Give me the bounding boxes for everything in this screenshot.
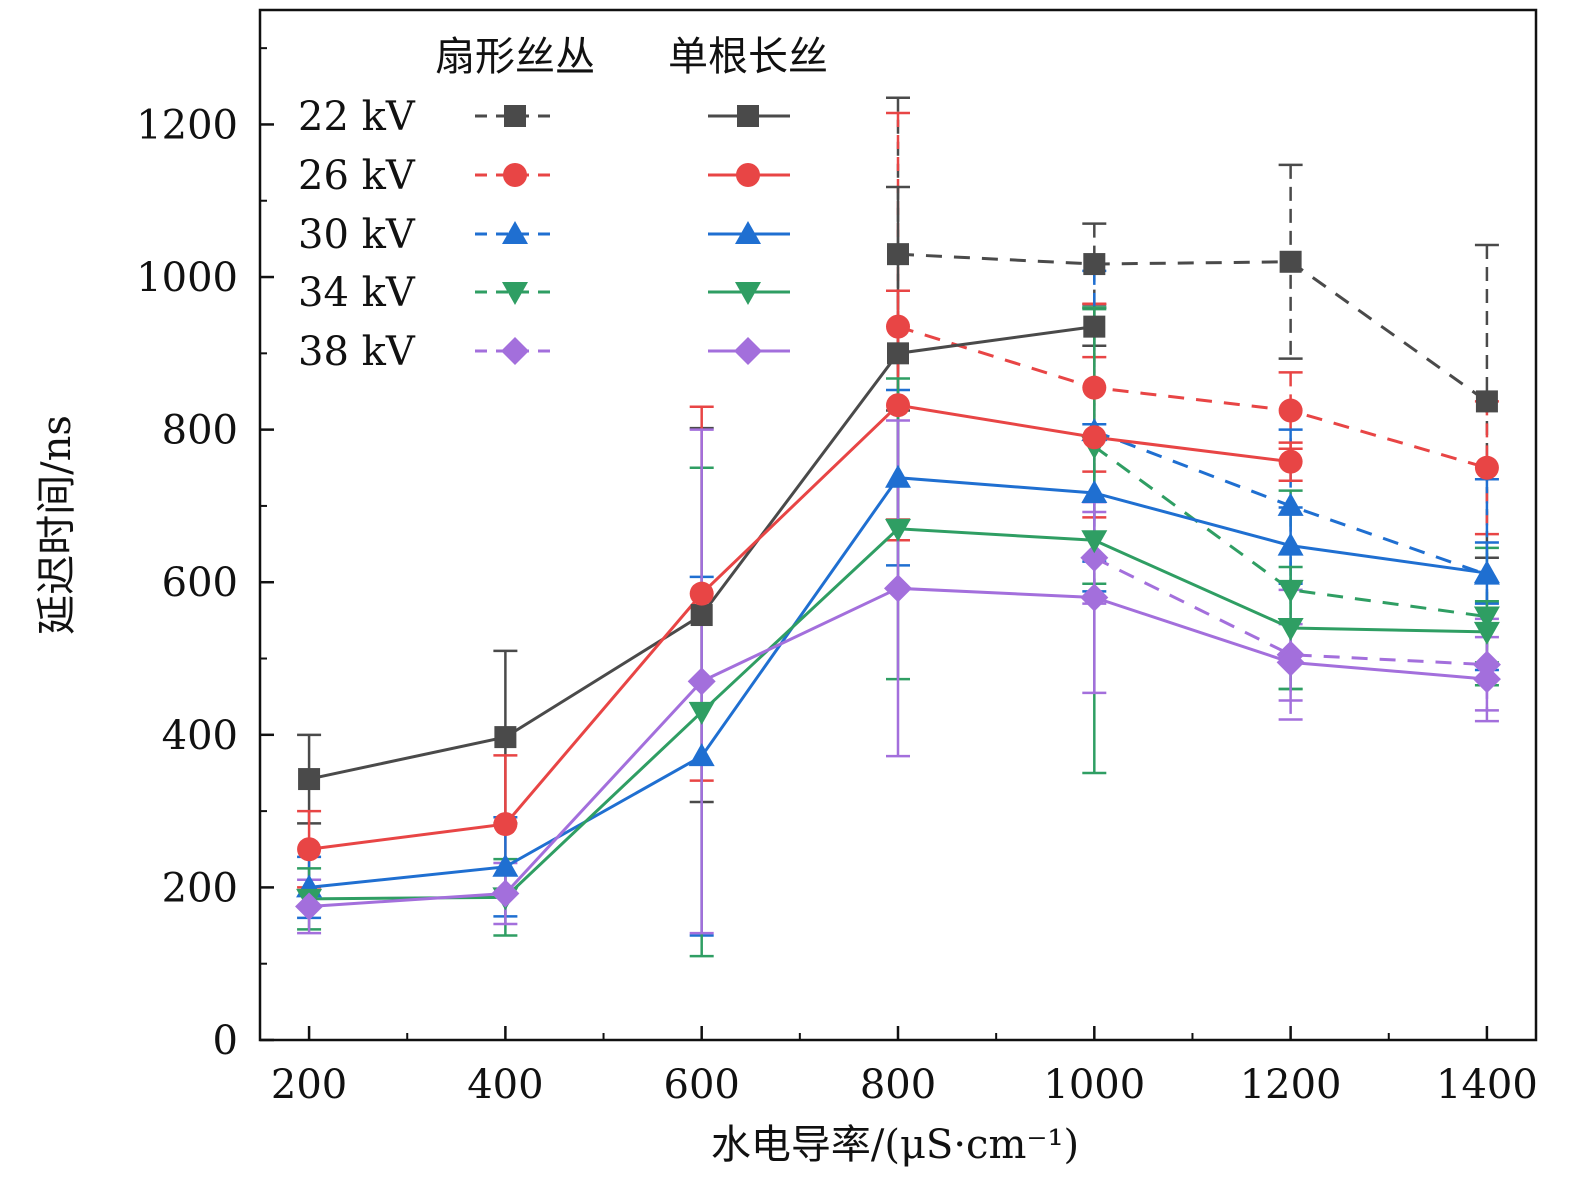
tick-layer: 0 200 400 600 800 1000 1200 200 400 600 800 1000 120… xyxy=(136,47,1538,1108)
series-line-26kv-dashed xyxy=(897,325,1488,470)
data-point-26kv-solid xyxy=(1082,425,1107,450)
data-point-26kv-dashed xyxy=(1082,375,1107,400)
legend-marker-solid xyxy=(735,221,761,244)
data-point-26kv-solid xyxy=(1278,449,1303,474)
y-tick-label: 600 xyxy=(162,560,238,606)
data-point-26kv-solid xyxy=(493,812,518,837)
data-point-30kv-solid xyxy=(1277,532,1304,556)
data-point-30kv-solid xyxy=(492,853,519,877)
y-axis-label: 延迟时间/ns xyxy=(34,415,80,635)
data-point-34kv-solid xyxy=(885,518,911,542)
data-point-38kv-dashed xyxy=(1472,650,1501,679)
data-point-38kv-solid xyxy=(884,574,912,603)
x-tick-label: 200 xyxy=(271,1062,347,1108)
legend: 扇形丝丛 单根长丝 22 kV 26 kV 30 kV 34 kV 38 kV xyxy=(298,34,828,375)
data-point-34kv-solid xyxy=(1081,530,1108,554)
data-point-30kv-solid xyxy=(1081,479,1108,503)
x-tick-label: 400 xyxy=(467,1062,543,1108)
data-point-22kv-solid xyxy=(298,768,321,791)
data-point-22kv-solid xyxy=(690,604,713,627)
x-tick-label: 1000 xyxy=(1043,1062,1145,1108)
legend-label: 26 kV xyxy=(298,153,416,199)
data-point-30kv-dashed xyxy=(1277,492,1304,516)
data-point-34kv-solid xyxy=(688,701,715,725)
x-tick-label: 1200 xyxy=(1240,1062,1342,1108)
y-tick-label: 800 xyxy=(162,408,238,454)
y-tick-label: 200 xyxy=(162,865,238,911)
legend-label: 22 kV xyxy=(298,94,416,140)
data-point-26kv-dashed xyxy=(886,314,910,339)
y-tick-label: 0 xyxy=(213,1018,238,1064)
legend-marker-solid xyxy=(737,105,759,127)
data-point-22kv-solid xyxy=(887,342,909,365)
data-point-22kv-dashed xyxy=(1279,250,1302,273)
data-point-22kv-solid xyxy=(494,726,517,749)
legend-label: 30 kV xyxy=(298,212,416,258)
data-point-38kv-solid xyxy=(295,892,324,921)
legend-marker-solid xyxy=(736,163,760,187)
data-point-38kv-solid xyxy=(1472,665,1501,694)
legend-label: 38 kV xyxy=(298,329,416,375)
series-line-38kv-dashed xyxy=(1093,556,1487,667)
data-point-30kv-solid xyxy=(885,464,911,488)
marker-layer xyxy=(295,243,1501,921)
legend-header-solid: 单根长丝 xyxy=(668,34,828,80)
legend-marker-dashed xyxy=(502,282,528,305)
y-tick-label: 1000 xyxy=(136,255,238,301)
data-point-22kv-dashed xyxy=(1083,253,1106,276)
legend-marker-dashed xyxy=(503,163,527,187)
data-point-34kv-dashed xyxy=(1473,606,1500,630)
y-tick-label: 400 xyxy=(162,713,238,759)
legend-marker-solid xyxy=(735,282,761,305)
x-tick-label: 800 xyxy=(860,1062,936,1108)
data-point-22kv-solid xyxy=(1083,315,1106,338)
legend-marker-dashed xyxy=(501,337,529,365)
data-point-26kv-solid xyxy=(886,393,910,418)
series-line-22kv-dashed xyxy=(897,252,1488,403)
legend-label: 34 kV xyxy=(298,270,416,316)
x-tick-label: 600 xyxy=(664,1062,740,1108)
y-tick-label: 1200 xyxy=(136,102,238,148)
data-point-38kv-solid xyxy=(1080,583,1109,612)
data-point-38kv-solid xyxy=(687,667,716,696)
legend-marker-solid xyxy=(734,337,762,365)
x-axis-label: 水电导率/(μS·cm⁻¹) xyxy=(711,1122,1079,1168)
data-point-30kv-solid xyxy=(688,743,715,767)
data-point-34kv-solid xyxy=(1473,621,1500,645)
data-point-26kv-dashed xyxy=(1474,455,1499,480)
data-point-26kv-dashed xyxy=(1278,398,1303,423)
data-point-26kv-solid xyxy=(297,837,322,862)
legend-marker-dashed xyxy=(504,105,526,127)
series-line-34kv-dashed xyxy=(1093,445,1488,619)
series-line-26kv-solid xyxy=(308,403,1291,851)
data-point-38kv-solid xyxy=(491,879,520,908)
data-point-38kv-solid xyxy=(1276,648,1305,677)
data-point-30kv-solid xyxy=(1473,560,1500,584)
legend-marker-dashed xyxy=(502,221,528,244)
data-point-34kv-dashed xyxy=(1277,579,1304,603)
data-point-34kv-solid xyxy=(1277,618,1304,641)
data-point-22kv-dashed xyxy=(887,243,909,266)
data-point-22kv-dashed xyxy=(1475,390,1498,413)
x-tick-label: 1400 xyxy=(1436,1062,1538,1108)
data-point-38kv-dashed xyxy=(1080,543,1109,572)
data-point-26kv-solid xyxy=(689,581,714,606)
legend-header-dashed: 扇形丝丛 xyxy=(435,34,595,80)
